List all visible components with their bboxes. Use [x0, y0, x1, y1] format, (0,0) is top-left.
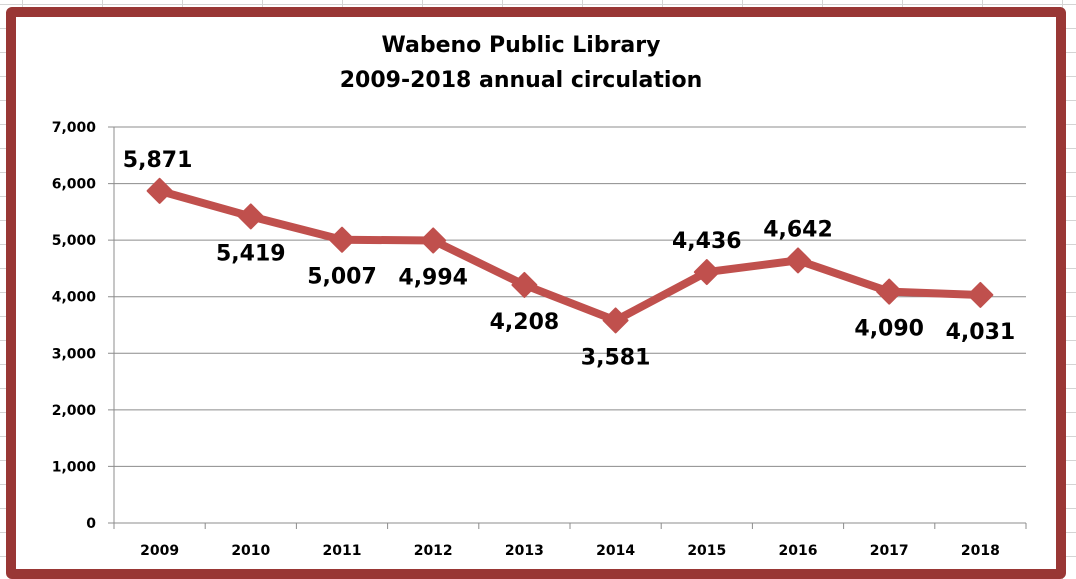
diamond-marker-icon[interactable] — [967, 281, 994, 308]
diamond-marker-icon[interactable] — [237, 203, 264, 230]
data-label: 3,581 — [581, 345, 651, 370]
gridlines — [108, 126, 1026, 524]
data-label: 5,871 — [123, 148, 193, 173]
diamond-marker-icon[interactable] — [876, 278, 903, 305]
series-line[interactable] — [158, 187, 981, 325]
y-tick-label: 5,000 — [52, 233, 97, 249]
y-tick-label: 4,000 — [52, 290, 97, 306]
x-tick-label: 2013 — [505, 543, 544, 559]
chart-subtitle: 2009-2018 annual circulation — [340, 68, 702, 93]
x-tick-label: 2016 — [779, 543, 818, 559]
diamond-marker-icon[interactable] — [511, 271, 538, 298]
data-label: 4,090 — [854, 317, 924, 342]
diamond-marker-icon[interactable] — [785, 247, 811, 274]
data-label: 5,419 — [216, 241, 286, 266]
x-tick-label: 2009 — [140, 543, 179, 559]
x-tick-label: 2011 — [323, 543, 362, 559]
y-tick-label: 7,000 — [52, 120, 97, 136]
data-labels: 5,871 5,419 5,007 4,994 4,208 3,581 4,436 4,642… — [123, 148, 1015, 371]
data-label: 4,642 — [763, 217, 833, 242]
x-tick-label: 2015 — [687, 543, 726, 559]
x-tick-label: 2010 — [231, 543, 270, 559]
data-label: 5,007 — [307, 265, 377, 290]
y-tick-label: 2,000 — [52, 403, 97, 419]
x-tick-label: 2012 — [414, 543, 453, 559]
x-tick-label: 2014 — [596, 543, 635, 559]
chart-title: Wabeno Public Library — [382, 33, 661, 58]
y-tick-label: 0 — [86, 516, 96, 532]
x-axis: 2009 2010 2011 2012 2013 2014 2015 2016 2017 2018 — [113, 523, 1027, 559]
diamond-marker-icon[interactable] — [146, 177, 173, 204]
diamond-marker-icon[interactable] — [420, 227, 447, 254]
diamond-marker-icon[interactable] — [693, 259, 720, 286]
data-series[interactable] — [146, 177, 994, 334]
data-label: 4,994 — [398, 265, 468, 290]
y-tick-label: 3,000 — [52, 346, 97, 362]
x-tick-label: 2018 — [961, 543, 1000, 559]
data-label: 4,436 — [672, 229, 742, 254]
data-label: 4,031 — [946, 320, 1016, 345]
diamond-marker-icon[interactable] — [329, 226, 355, 253]
y-axis: 0 1,000 2,000 3,000 4,000 5,000 6,000 7,000 — [52, 120, 115, 532]
diamond-marker-icon[interactable] — [602, 307, 629, 334]
data-label: 4,208 — [490, 310, 560, 335]
x-tick-label: 2017 — [870, 543, 909, 559]
y-tick-label: 6,000 — [52, 177, 97, 193]
y-tick-label: 1,000 — [52, 459, 97, 475]
